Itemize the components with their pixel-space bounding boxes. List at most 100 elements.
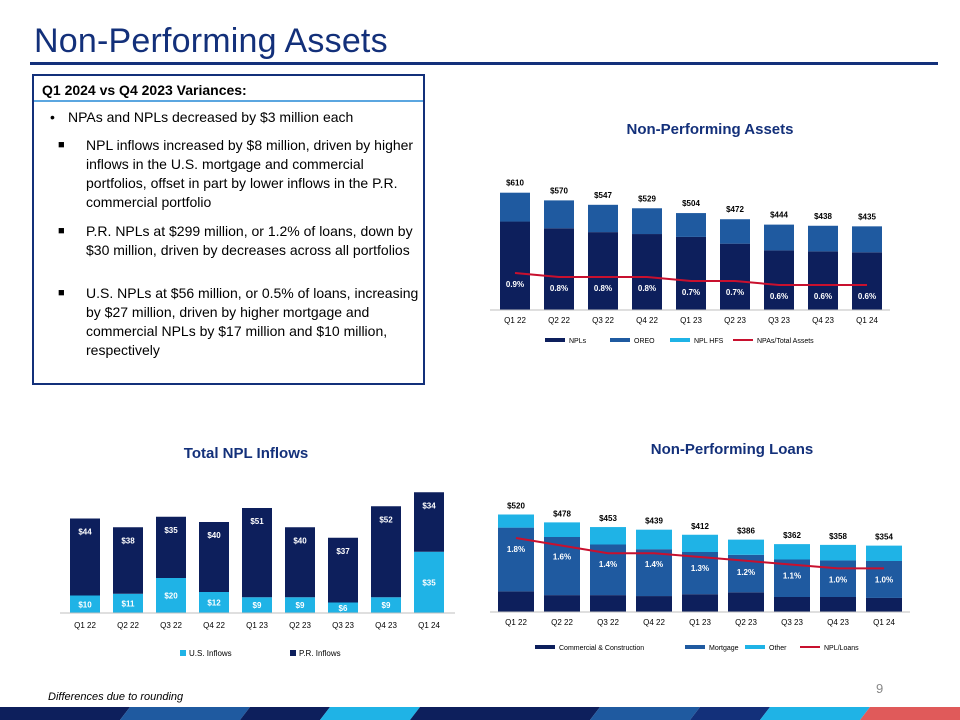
bar-pr-inflows [414,492,444,552]
page-number: 9 [876,681,884,696]
bar-oreo [764,224,794,251]
bar-mortgage [636,549,672,597]
ratio-label: 0.8% [638,284,656,293]
pr-inflow-label: $38 [121,536,135,545]
title-rule [30,62,938,65]
ratio-label: 1.4% [599,560,617,569]
x-tick-label: Q3 22 [597,618,619,627]
ratio-label: 0.8% [594,284,612,293]
bar-other [774,544,810,560]
ratio-label: 0.8% [550,284,568,293]
pr-inflow-label: $44 [78,528,92,537]
x-tick-label: Q1 23 [680,316,702,325]
bar-other [820,544,856,561]
bar-us-inflows [199,592,229,613]
sub-bullet-text: P.R. NPLs at $299 million, or 1.2% of lo… [86,223,413,258]
bar-commercial-construction [728,592,764,612]
x-tick-label: Q1 24 [418,621,440,630]
us-inflow-label: $10 [78,600,92,609]
pr-inflow-label: $51 [250,517,264,526]
us-inflow-label: $9 [382,601,391,610]
x-tick-label: Q1 22 [74,621,96,630]
bar-oreo [852,226,882,253]
footnote: Differences due to rounding [48,691,184,703]
variances-rule [34,100,423,102]
x-tick-label: Q1 23 [246,621,268,630]
npa-chart-title: Non-Performing Assets [626,121,794,138]
bar-us-inflows [156,578,186,613]
bar-us-inflows [113,593,143,613]
bar-commercial-construction [498,591,534,612]
bar-us-inflows [70,595,100,613]
bar-oreo [588,204,618,233]
total-label: $610 [506,179,524,188]
bar-npls [764,250,794,310]
bar-other [866,545,902,561]
bar-oreo [808,225,838,252]
x-tick-label: Q2 23 [289,621,311,630]
sub-bullet-text: U.S. NPLs at $56 million, or 0.5% of loa… [86,285,419,358]
bar-us-inflows [328,602,358,613]
us-inflow-label: $9 [253,601,262,610]
bar-oreo [676,213,706,237]
x-tick-label: Q4 23 [812,316,834,325]
x-tick-label: Q2 22 [551,618,573,627]
main-bullet-text: NPAs and NPLs decreased by $3 million ea… [68,109,354,125]
variances-heading: Q1 2024 vs Q4 2023 Variances: [42,82,247,98]
legend-swatch [745,645,765,649]
bar-pr-inflows [70,518,100,596]
pr-inflow-label: $40 [293,536,307,545]
bar-pr-inflows [285,527,315,598]
bar-npls [720,243,750,310]
total-label: $354 [875,533,893,542]
bar-commercial-construction [590,595,626,612]
pr-inflow-label: $52 [379,515,393,524]
x-tick-label: Q2 22 [548,316,570,325]
total-label: $453 [599,514,617,523]
us-inflow-label: $20 [164,592,178,601]
bar-commercial-construction [636,596,672,612]
legend-label: NPLs [569,338,587,345]
total-label: $547 [594,191,612,200]
legend-swatch [670,338,690,342]
pr-inflow-label: $40 [207,531,221,540]
x-tick-label: Q4 22 [636,316,658,325]
legend-label: Mortgage [709,645,739,652]
npl-chart-title: Non-Performing Loans [650,441,814,458]
legend-swatch [180,650,186,656]
total-label: $472 [726,205,744,214]
pr-inflow-label: $37 [336,547,350,556]
npl-ratio-line [515,537,884,570]
bar-other [636,529,672,550]
us-inflow-label: $11 [122,599,135,608]
bullet-dot-icon: • [50,109,55,125]
x-tick-label: Q1 23 [689,618,711,627]
bar-other [590,527,626,545]
x-tick-label: Q1 24 [873,618,895,627]
bar-commercial-construction [682,594,718,612]
ratio-label: 1.1% [783,572,801,581]
legend-label: NPL/Loans [824,645,859,652]
inflows-chart: $10 $44 Q1 22 $11 $38 Q2 22 $20 $35 Q3 22 $12 $40 Q… [60,492,455,658]
legend-label: P.R. Inflows [299,649,341,658]
legend-label: Commercial & Construction [559,645,644,652]
x-tick-label: Q1 22 [504,316,526,325]
bar-npls [632,234,662,310]
ratio-label: 0.6% [814,292,832,301]
bar-oreo [500,192,530,222]
total-label: $478 [553,509,571,518]
x-tick-label: Q2 23 [724,316,746,325]
bar-pr-inflows [328,537,358,603]
ratio-label: 0.7% [726,288,744,297]
bar-oreo [544,200,574,229]
bar-us-inflows [242,597,272,613]
x-tick-label: Q4 23 [375,621,397,630]
ratio-label: 1.0% [829,575,847,584]
total-label: $444 [770,211,788,220]
ratio-label: 0.7% [682,288,700,297]
ratio-label: 1.2% [737,568,755,577]
bar-npls [808,251,838,310]
total-label: $438 [814,212,832,221]
us-inflow-label: $35 [422,578,436,587]
bar-other [682,534,718,552]
